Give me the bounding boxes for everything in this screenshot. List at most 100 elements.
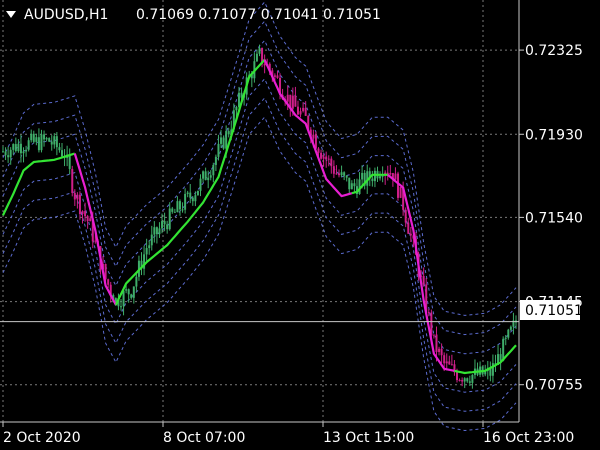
candle-body	[194, 195, 197, 202]
candle-body	[35, 137, 38, 142]
candle-body	[50, 141, 53, 145]
candle-body	[302, 107, 305, 112]
ma-segment-up	[454, 344, 517, 375]
candle-body	[196, 190, 199, 196]
ohlc-values: 0.71069 0.71077 0.71041 0.71051	[136, 7, 381, 23]
candle-body	[125, 289, 128, 291]
candle-body	[199, 178, 202, 191]
candle-body	[489, 367, 492, 376]
candle-body	[440, 348, 443, 356]
candle-body	[178, 201, 181, 210]
candle-body	[214, 156, 217, 165]
candle-body	[381, 175, 384, 177]
candle-body	[189, 192, 192, 198]
x-tick-label: 13 Oct 15:00	[323, 430, 414, 446]
candle-body	[332, 166, 335, 174]
candle-body	[471, 374, 474, 383]
candle-body	[235, 107, 238, 111]
ma-segment-up	[2, 152, 76, 216]
candle-body	[58, 147, 61, 151]
candle-body	[117, 298, 120, 307]
current-price-label: 0.71051	[525, 303, 583, 319]
candle-body	[335, 173, 338, 175]
candle-body	[430, 312, 433, 336]
candle-body	[27, 140, 30, 150]
candle-body	[386, 172, 389, 175]
candle-body	[140, 260, 143, 269]
triangle-down-icon[interactable]	[6, 11, 16, 18]
candle-body	[86, 216, 89, 222]
x-tick-label: 2 Oct 2020	[3, 430, 81, 446]
candle-body	[19, 143, 22, 154]
candle-body	[491, 363, 494, 376]
candle-body	[202, 171, 205, 179]
candle-body	[443, 355, 446, 364]
candle-body	[71, 168, 74, 193]
candle-body	[307, 115, 310, 130]
candle-body	[76, 194, 79, 200]
chart-symbol: AUDUSD,H1	[24, 7, 108, 23]
candle-body	[358, 179, 361, 194]
candle-body	[158, 228, 161, 235]
candle-body	[268, 63, 271, 71]
candle-body	[458, 380, 461, 382]
candle-body	[12, 144, 15, 150]
candle-body	[350, 183, 353, 190]
candle-body	[119, 306, 122, 308]
candle-body	[250, 74, 253, 79]
candle-body	[340, 172, 343, 176]
candle-body	[25, 149, 28, 152]
candle-body	[463, 378, 466, 382]
candle-body	[114, 298, 117, 303]
candle-body	[104, 263, 107, 280]
candle-body	[130, 294, 133, 298]
candle-body	[502, 338, 505, 361]
candle-body	[409, 233, 412, 236]
candle-body	[22, 151, 25, 154]
candle-body	[40, 134, 43, 151]
candle-body	[37, 137, 40, 151]
candle-body	[204, 171, 207, 181]
candle-body	[107, 279, 110, 285]
band-line	[2, 1, 517, 316]
candle-body	[294, 95, 297, 107]
candle-body	[497, 354, 500, 366]
candle-body	[399, 187, 402, 198]
candle-body	[504, 337, 507, 339]
candle-body	[153, 227, 156, 235]
candle-body	[45, 138, 48, 140]
ma-segment-down	[263, 59, 353, 198]
candle-body	[448, 361, 451, 365]
candle-body	[296, 106, 299, 115]
candle-body	[348, 177, 351, 190]
candle-body	[273, 75, 276, 77]
candle-body	[84, 211, 87, 217]
y-tick-label: 0.71540	[525, 210, 583, 226]
candle-body	[186, 192, 189, 194]
candle-body	[212, 164, 215, 176]
candle-body	[427, 312, 430, 314]
candle-body	[271, 70, 274, 77]
candle-body	[276, 75, 279, 78]
candle-body	[122, 290, 125, 307]
candle-body	[171, 208, 174, 212]
candle-body	[322, 156, 325, 159]
candle-body	[263, 63, 266, 66]
y-tick-label: 0.71930	[525, 127, 583, 143]
candle-body	[404, 209, 407, 223]
candle-body	[217, 143, 220, 157]
candle-body	[389, 173, 392, 175]
candle-body	[299, 111, 302, 115]
candle-body	[425, 284, 428, 313]
time-axis: 2 Oct 2020 8 Oct 07:00 13 Oct 15:00 16 Oct …	[2, 422, 574, 446]
candle-body	[32, 133, 35, 142]
candle-body	[7, 155, 10, 158]
candle-body	[338, 173, 341, 176]
candle-body	[289, 94, 292, 109]
candle-body	[81, 211, 84, 215]
candle-body	[14, 144, 17, 152]
candle-body	[453, 364, 456, 373]
candle-body	[499, 354, 502, 361]
